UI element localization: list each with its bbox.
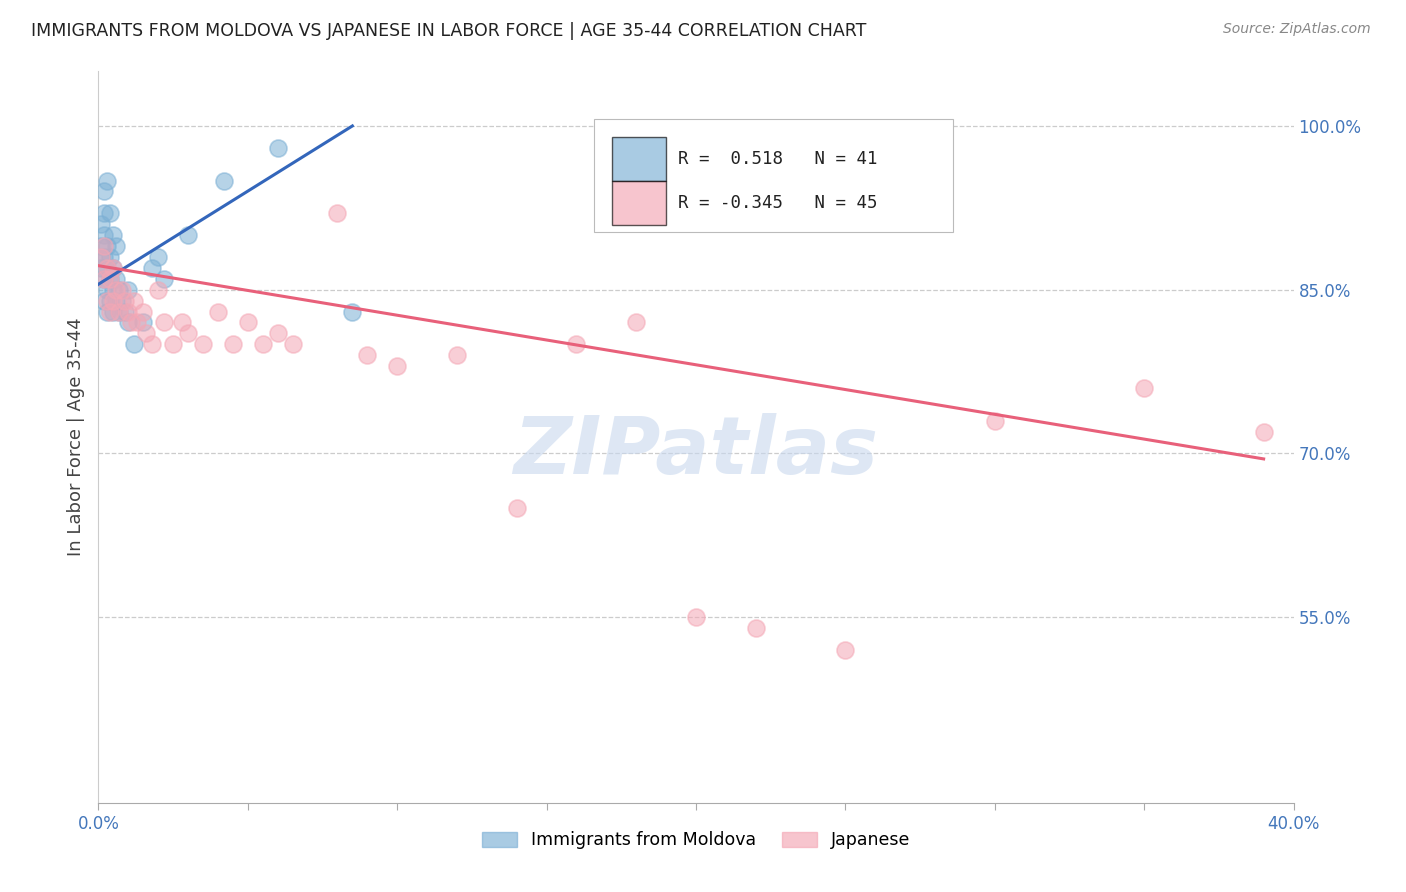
Point: [132, 304, 155, 318]
Point: [385, 359, 409, 373]
Point: [984, 414, 1007, 428]
Point: [626, 315, 648, 329]
Text: IMMIGRANTS FROM MOLDOVA VS JAPANESE IN LABOR FORCE | AGE 35-44 CORRELATION CHART: IMMIGRANTS FROM MOLDOVA VS JAPANESE IN L…: [31, 22, 866, 40]
Point: [222, 337, 245, 351]
Point: [685, 610, 707, 624]
Y-axis label: In Labor Force | Age 35-44: In Labor Force | Age 35-44: [66, 318, 84, 557]
Point: [342, 304, 364, 318]
Point: [103, 283, 125, 297]
Point: [446, 348, 468, 362]
Point: [172, 315, 194, 329]
Point: [177, 228, 200, 243]
Point: [127, 315, 149, 329]
Point: [506, 501, 529, 516]
Point: [108, 304, 131, 318]
Point: [153, 272, 176, 286]
Point: [124, 337, 146, 351]
Point: [326, 206, 349, 220]
Point: [177, 326, 200, 341]
Point: [93, 239, 115, 253]
FancyBboxPatch shape: [595, 119, 953, 232]
Point: [103, 260, 125, 275]
Point: [90, 260, 112, 275]
Point: [96, 173, 118, 187]
Point: [103, 228, 125, 243]
Point: [96, 260, 118, 275]
Point: [267, 141, 290, 155]
Point: [565, 337, 588, 351]
Point: [93, 185, 115, 199]
Point: [153, 315, 176, 329]
Point: [281, 337, 304, 351]
Point: [111, 293, 134, 308]
Point: [93, 272, 115, 286]
Point: [117, 315, 139, 329]
Point: [103, 260, 125, 275]
Point: [90, 250, 112, 264]
Point: [162, 337, 184, 351]
Point: [148, 250, 170, 264]
Point: [108, 304, 131, 318]
Point: [98, 250, 122, 264]
Text: R =  0.518   N = 41: R = 0.518 N = 41: [678, 150, 877, 168]
Point: [98, 272, 122, 286]
Point: [93, 272, 115, 286]
Point: [103, 304, 125, 318]
Point: [124, 293, 146, 308]
Point: [90, 217, 112, 231]
Point: [252, 337, 274, 351]
Point: [93, 293, 115, 308]
Point: [96, 260, 118, 275]
Point: [96, 239, 118, 253]
Point: [98, 293, 122, 308]
Point: [96, 304, 118, 318]
Point: [117, 283, 139, 297]
Point: [98, 206, 122, 220]
Point: [212, 173, 235, 187]
Point: [141, 337, 163, 351]
Point: [93, 228, 115, 243]
Point: [135, 326, 157, 341]
Point: [834, 643, 856, 657]
Point: [108, 283, 131, 297]
Point: [93, 206, 115, 220]
Point: [105, 239, 128, 253]
Point: [114, 293, 136, 308]
Point: [111, 283, 134, 297]
Point: [267, 326, 290, 341]
Point: [1133, 381, 1156, 395]
Point: [120, 315, 142, 329]
Point: [356, 348, 378, 362]
Point: [141, 260, 163, 275]
Point: [105, 293, 128, 308]
FancyBboxPatch shape: [613, 181, 666, 225]
Point: [96, 293, 118, 308]
Point: [745, 621, 768, 635]
Point: [98, 304, 122, 318]
Point: [105, 283, 128, 297]
Point: [103, 293, 125, 308]
Point: [96, 283, 118, 297]
Point: [98, 272, 122, 286]
FancyBboxPatch shape: [613, 137, 666, 181]
Point: [90, 239, 112, 253]
Point: [117, 304, 139, 318]
Text: ZIPatlas: ZIPatlas: [513, 413, 879, 491]
Point: [207, 304, 229, 318]
Point: [148, 283, 170, 297]
Point: [191, 337, 214, 351]
Point: [114, 304, 136, 318]
Point: [236, 315, 259, 329]
Point: [1253, 425, 1275, 439]
Legend: Immigrants from Moldova, Japanese: Immigrants from Moldova, Japanese: [475, 824, 917, 856]
Point: [105, 272, 128, 286]
Point: [90, 250, 112, 264]
Text: Source: ZipAtlas.com: Source: ZipAtlas.com: [1223, 22, 1371, 37]
Point: [132, 315, 155, 329]
Text: R = -0.345   N = 45: R = -0.345 N = 45: [678, 194, 877, 212]
Point: [93, 250, 115, 264]
